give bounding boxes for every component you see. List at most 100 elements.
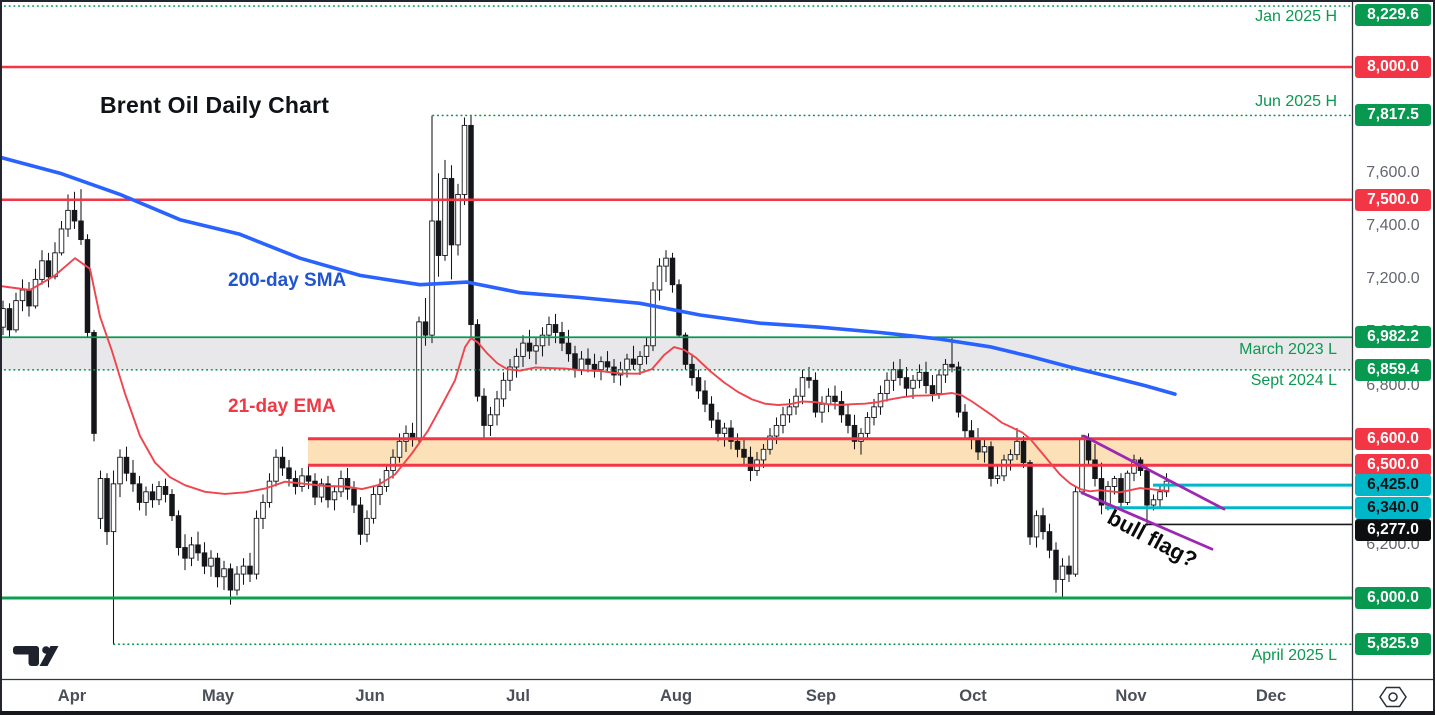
candle-down (91, 332, 97, 434)
candle-down (104, 478, 110, 533)
candle-down (832, 395, 838, 402)
candle-up (1150, 499, 1157, 506)
candle-up (156, 486, 162, 501)
time-axis-sep[interactable]: Sep (805, 687, 837, 705)
candle-up (442, 178, 448, 256)
candle-up (318, 483, 325, 498)
y-axis-label-6800[interactable]: 6,800.0 (1366, 376, 1420, 394)
candle-up (234, 573, 240, 591)
candle-up (578, 358, 585, 371)
candle-down (838, 401, 845, 416)
candle-up (299, 475, 305, 487)
candle-up (520, 342, 526, 357)
level-note-jun-2025-h: Jun 2025 H (1255, 93, 1337, 110)
candle-down (689, 363, 695, 379)
price-badge-68594: 6,859.4 (1355, 358, 1431, 381)
candle-up (188, 544, 195, 559)
candle-up (780, 414, 786, 426)
orange-supply-zone-zone[interactable] (308, 438, 1352, 466)
candle-down (195, 544, 201, 554)
candle-down (247, 565, 253, 575)
price-badge-65000: 6,500.0 (1355, 454, 1431, 477)
candle-up (52, 252, 58, 278)
candle-up (429, 220, 435, 336)
candle-up (416, 321, 422, 440)
candle-up (936, 374, 942, 395)
time-axis-apr[interactable]: Apr (57, 687, 87, 705)
candle-up (637, 355, 643, 365)
ema-indicator-label: 21-day EMA (228, 396, 336, 417)
candle-up (19, 289, 26, 302)
candle-up (221, 568, 227, 578)
candle-up (650, 289, 656, 347)
candle-up (1014, 440, 1020, 456)
candle-up (773, 424, 780, 437)
candle-up (455, 193, 461, 246)
candle-down (585, 358, 591, 365)
candle-down (715, 419, 721, 434)
time-axis-oct[interactable]: Oct (959, 687, 987, 705)
level-note-sept-2024-l: Sept 2024 L (1250, 372, 1337, 389)
candle-down (526, 342, 533, 352)
time-axis-may[interactable]: May (201, 687, 235, 705)
candle-up (767, 435, 773, 450)
candle-down (84, 239, 91, 333)
candle-down (1118, 478, 1124, 503)
tradingview-logo[interactable] (13, 646, 59, 666)
candle-up (396, 440, 403, 458)
ema-line (0, 257, 1169, 495)
candle-down (1098, 478, 1105, 506)
candle-down (435, 220, 442, 256)
flag-upper-trendline[interactable] (1082, 434, 1226, 511)
candle-up (871, 406, 877, 418)
level-note-march-2023-l: March 2023 L (1239, 341, 1337, 358)
flag-lower-trendline[interactable] (1080, 491, 1214, 551)
price-badge-62770: 6,277.0 (1355, 519, 1431, 542)
price-badge-78175: 7,817.5 (1355, 104, 1431, 127)
y-axis-label-7400[interactable]: 7,400.0 (1366, 217, 1420, 235)
candle-up (663, 257, 669, 267)
time-axis-aug[interactable]: Aug (659, 687, 693, 705)
time-axis-nov[interactable]: Nov (1115, 687, 1147, 705)
candle-up (786, 406, 793, 416)
candle-up (13, 300, 19, 331)
candle-up (884, 379, 890, 395)
candle-up (1007, 454, 1014, 461)
time-axis-dec[interactable]: Dec (1255, 687, 1287, 705)
candle-down (305, 475, 312, 482)
candle-up (110, 483, 117, 533)
candle-down (591, 363, 598, 371)
price-badge-80000: 8,000.0 (1355, 56, 1431, 78)
candle-up (377, 486, 383, 495)
candle-down (669, 257, 676, 286)
gray-band-zone[interactable] (0, 337, 1352, 370)
candle-down (130, 472, 136, 485)
candle-down (422, 321, 429, 336)
y-axis-label-7200[interactable]: 7,200.0 (1366, 270, 1420, 288)
time-axis-jun[interactable]: Jun (355, 687, 385, 705)
time-axis-jul[interactable]: Jul (506, 687, 530, 705)
candle-down (169, 494, 175, 517)
candle-down (1027, 462, 1033, 538)
candle-up (338, 478, 344, 493)
price-badge-75000: 7,500.0 (1355, 188, 1431, 211)
y-axis-label-7600[interactable]: 7,600.0 (1366, 164, 1420, 182)
candle-up (32, 278, 39, 307)
level-note-april-2025-l: April 2025 L (1251, 647, 1337, 664)
candle-down (175, 515, 182, 549)
candle-up (507, 366, 513, 381)
pane-eye-icon[interactable] (1379, 686, 1407, 708)
candle-up (994, 475, 1001, 479)
candle-down (279, 456, 286, 469)
candle-down (1066, 565, 1072, 575)
candle-up (760, 448, 767, 461)
candle-up (1111, 478, 1118, 487)
candle-down (630, 358, 637, 365)
candle-up (500, 379, 507, 400)
candle-down (448, 178, 455, 246)
candle-up (819, 403, 825, 413)
price-badge-63400: 6,340.0 (1355, 496, 1431, 519)
candle-down (728, 427, 734, 442)
